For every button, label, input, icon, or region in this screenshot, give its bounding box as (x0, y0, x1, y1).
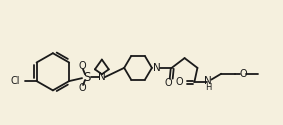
Text: N: N (153, 63, 161, 73)
Text: O: O (78, 83, 86, 93)
Text: N: N (204, 76, 212, 86)
Text: S: S (83, 71, 91, 84)
Text: O: O (239, 69, 247, 79)
Text: O: O (78, 61, 86, 71)
Text: H: H (205, 83, 211, 92)
Text: N: N (98, 72, 106, 82)
Text: O: O (176, 77, 183, 87)
Text: Cl: Cl (10, 76, 20, 86)
Text: O: O (165, 78, 173, 88)
